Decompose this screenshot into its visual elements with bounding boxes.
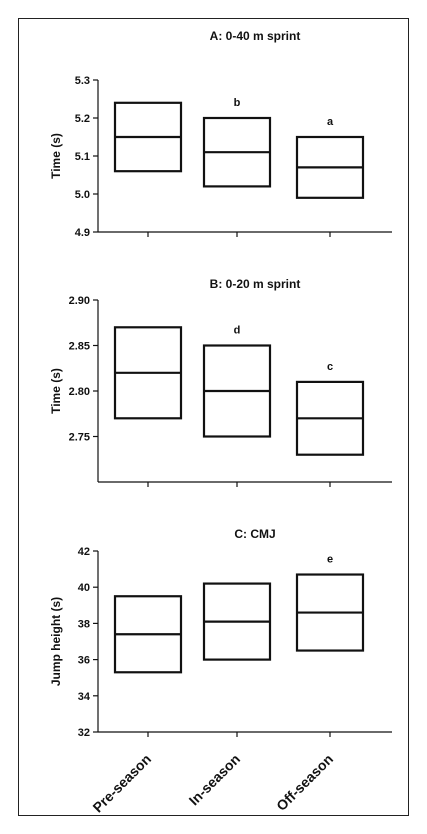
panel-3-title: C: CMJ [234, 527, 275, 541]
panel-3-y-tick-label: 42 [78, 546, 90, 558]
panel-2-y-tick-label: 2.80 [69, 386, 90, 398]
panel-3-y-tick-label: 38 [78, 618, 90, 630]
panel-3-y-tick-label: 36 [78, 655, 90, 667]
x-category-label-1: Pre-season [89, 751, 154, 816]
panel-2-title: B: 0-20 m sprint [210, 277, 301, 291]
panel-1-y-tick-label: 5.0 [75, 189, 90, 201]
panel-2-y-tick-label: 2.85 [69, 341, 90, 353]
x-category-label-3: Off-season [273, 751, 336, 814]
x-category-label-2: In-season [186, 751, 244, 809]
panel-3-y-tick-label: 40 [78, 582, 90, 594]
panel-3-y-tick-label: 34 [78, 691, 91, 703]
panel-1-box-3-annotation: a [327, 116, 334, 128]
panel-1-y-tick-label: 5.3 [75, 75, 90, 87]
panel-1-box-2-annotation: b [234, 97, 241, 109]
panel-2-y-tick-label: 2.90 [69, 295, 90, 307]
panel-3-y-axis-label: Jump height (s) [49, 597, 63, 686]
figure-frame [18, 18, 409, 816]
panel-2-y-tick-label: 2.75 [69, 432, 90, 444]
panel-2-box-3-annotation: c [327, 361, 333, 373]
panel-1-y-tick-label: 4.9 [75, 227, 90, 239]
panel-2-box-2-annotation: d [234, 325, 241, 337]
panel-1-title: A: 0-40 m sprint [210, 29, 301, 43]
panel-3-y-tick-label: 32 [78, 727, 90, 739]
panel-1-y-tick-label: 5.1 [75, 151, 90, 163]
panel-1-y-tick-label: 5.2 [75, 113, 90, 125]
panel-1-y-axis-label: Time (s) [49, 133, 63, 179]
panel-3-box-3-annotation: e [327, 554, 333, 566]
panel-2-y-axis-label: Time (s) [49, 368, 63, 414]
